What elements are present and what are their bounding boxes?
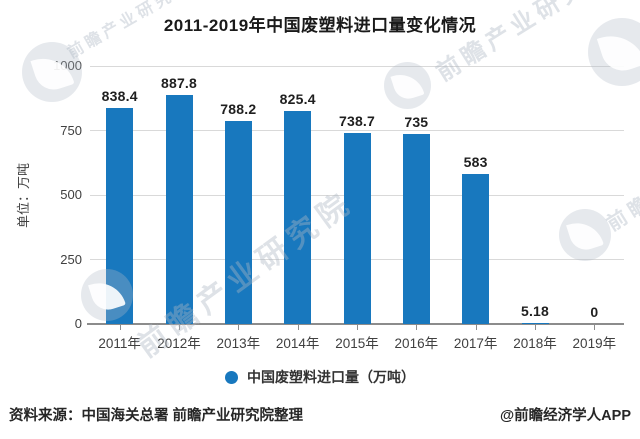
y-tick-label: 750 [60, 122, 82, 138]
x-tick-label: 2014年 [275, 336, 320, 351]
bar-2015年 [343, 133, 371, 324]
x-tick-mark [416, 325, 418, 330]
bar-2018年 [521, 322, 549, 324]
y-axis-title-text: 单位：万吨 [15, 162, 31, 228]
y-tick-label: 250 [60, 251, 82, 267]
x-tick-label: 2012年 [157, 336, 201, 351]
y-tick-label: 0 [74, 316, 82, 331]
x-axis-line [87, 323, 624, 325]
source-text: 资料来源：中国海关总署 前瞻产业研究院整理 [9, 408, 304, 424]
plot-area: 838.4 887.8 788.2 825.4 738.7 735 583 5.18 0 [87, 65, 624, 325]
x-tick-label: 2016年 [394, 336, 439, 351]
x-tick-label: 2011年 [98, 336, 141, 351]
x-tick-label: 2013年 [216, 336, 261, 351]
x-tick-mark [594, 325, 596, 330]
value-label: 887.8 [160, 74, 198, 91]
legend-marker-icon [225, 370, 238, 384]
value-label: 5.18 [520, 302, 550, 319]
value-label: 838.4 [101, 87, 138, 104]
bar-2013年 [224, 120, 252, 324]
x-tick-mark [475, 325, 477, 330]
value-label: 735 [404, 114, 429, 131]
x-tick-mark [535, 325, 536, 330]
value-label: 0 [590, 304, 599, 320]
y-axis-tick-labels: 0 250 500 750 1000 [36, 58, 82, 331]
x-tick-mark [179, 325, 180, 330]
value-label: 825.4 [279, 91, 316, 108]
credit-text: @前瞻经济学人APP [500, 408, 631, 424]
x-tick-label: 2017年 [453, 336, 498, 351]
x-tick-mark [119, 325, 121, 330]
chart-title: 2011-2019年中国废塑料进口量变化情况 [163, 16, 477, 35]
bar-2012年 [165, 94, 193, 324]
x-tick-mark [238, 325, 240, 330]
footer: 资料来源：中国海关总署 前瞻产业研究院整理 @前瞻经济学人APP [0, 404, 640, 425]
legend-label: 中国废塑料进口量（万吨） [247, 369, 415, 385]
y-tick-label: 500 [60, 187, 82, 202]
y-tick-label: 1000 [53, 58, 82, 73]
value-label: 738.7 [338, 113, 376, 130]
y-axis-title: 单位：万吨 [8, 66, 36, 324]
gridline [90, 65, 624, 67]
x-tick-label: 2019年 [572, 336, 617, 351]
x-tick-label: 2015年 [335, 336, 379, 351]
value-label: 583 [463, 153, 488, 170]
bar-2016年 [402, 134, 430, 324]
x-tick-label: 2018年 [513, 336, 557, 351]
legend: 中国废塑料进口量（万吨） [0, 368, 640, 386]
x-tick-mark [297, 325, 299, 330]
x-tick-mark [357, 325, 358, 330]
gridline [90, 130, 624, 131]
value-label: 788.2 [220, 100, 257, 117]
x-axis-tick-labels: 2011年 2012年 2013年 2014年 2015年 2016年 2017年 2018年… [90, 332, 624, 351]
bar-2014年 [284, 111, 312, 324]
bar-2011年 [106, 107, 134, 324]
bar-2017年 [462, 173, 490, 324]
